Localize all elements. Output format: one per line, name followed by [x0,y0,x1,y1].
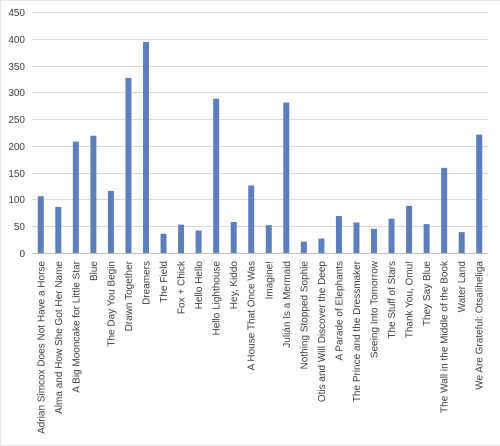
bar [458,232,465,253]
y-tick-label: 100 [8,195,25,206]
x-category-label: Otis and Will Discover the Deep [317,261,328,403]
bar [125,77,132,254]
bar [476,134,483,253]
x-category-label: The Stuff of Stars [387,261,398,339]
bar [178,224,185,253]
bar [213,98,220,253]
x-category-label: Thank You, Omu! [405,261,416,338]
y-tick-label: 350 [8,62,25,73]
bar [107,190,114,253]
bar [406,205,413,253]
y-tick-label: 450 [8,8,25,19]
y-tick-label: 150 [8,169,25,180]
x-category-label: Hey, Kiddo [229,261,240,310]
x-category-label: Water Land [457,261,468,312]
x-category-label: Hello Lighthouse [212,261,223,336]
bar [72,141,79,253]
bar [388,218,395,253]
x-category-label: A Parade of Elephants [334,261,345,361]
bar [230,221,237,253]
bar [283,102,290,253]
x-category-label: Blue [89,261,100,281]
x-category-label: Julián Is a Mermaid [282,261,293,348]
bar [371,228,377,253]
x-category-label: Drawn Together [124,260,135,331]
x-category-label: Alma and How She Got Her Name [54,261,65,414]
x-category-label: Dreamers [142,261,153,305]
bar [160,233,167,253]
x-category-label: A Big Mooncake for Little Star [71,260,82,392]
bar [55,206,62,253]
x-category-label: We Are Grateful: Otsaliheliga [475,261,486,390]
x-category-label: The Prince and the Dressmaker [352,260,363,402]
x-category-label: Imagine! [264,261,275,299]
bar [90,135,97,253]
x-category-label: Adrian Simcox Does Not Have a Horse [36,261,47,434]
bar [335,216,342,253]
x-category-label: They Say Blue [422,261,433,326]
bar [37,196,44,253]
y-tick-label: 200 [8,142,25,153]
x-category-label: The Wall in the Middle of the Book [440,260,451,413]
x-category-label: Hello Hello [194,261,205,310]
bar [248,185,255,253]
y-tick-label: 0 [19,249,25,260]
y-tick-label: 400 [8,35,25,46]
x-category-label: Fox + Chick [177,260,188,314]
x-category-label: Seeing Into Tomorrow [370,260,381,358]
y-tick-label: 300 [8,88,25,99]
x-category-label: Nothing Stopped Sophie [299,261,310,370]
bar [195,230,202,253]
y-tick-label: 250 [8,115,25,126]
bar [265,225,272,253]
x-category-label: The Day You Begin [106,261,117,347]
bar [423,224,430,253]
x-category-label: A House That Once Was [247,261,258,371]
x-category-label: The Field [159,261,170,303]
bar [441,167,448,253]
bar [143,41,149,253]
bar [300,241,307,253]
y-tick-label: 50 [14,222,26,233]
bar [353,222,360,253]
bar [318,238,325,253]
